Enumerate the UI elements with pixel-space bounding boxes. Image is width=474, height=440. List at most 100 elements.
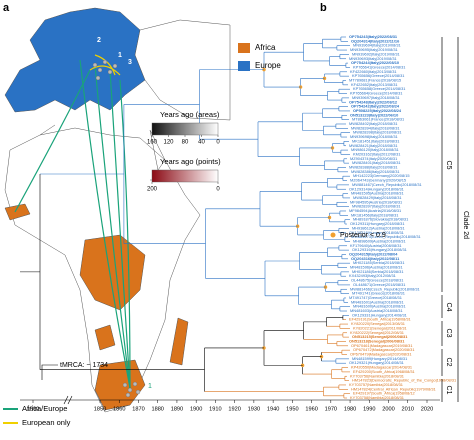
tip-label: ON513218|Senegal|2006/08/31 [349, 338, 405, 343]
x-tick-label: 1590 [27, 406, 39, 412]
x-tick-label: 1860 [113, 406, 125, 412]
tip-label: MW881467|Czech_Republic|2018/08/31 [352, 182, 422, 187]
tip-label: OP508225|Italy|2022/08/24 [353, 108, 402, 113]
east-europe [134, 19, 231, 121]
tip-label: MW828388|Italy|2018/08/31 [349, 165, 398, 170]
colorbar [151, 122, 219, 136]
colorbar-tick-label: 0 [216, 140, 220, 146]
tip-label: MF984594|Austria|2016/08/31 [349, 208, 401, 213]
colorbar-tick-label: 40 [198, 140, 205, 146]
legend-swatch [238, 43, 250, 53]
x-tick-label: 1980 [344, 406, 356, 412]
tip-label: KP765664|Greece|2014/08/31 [350, 91, 402, 96]
tip-label: MN939693|Italy|2019/08/31 [349, 56, 397, 61]
legend-label: European only [22, 418, 71, 427]
tip-label: MW828397|Italy|2018/08/31 [352, 204, 401, 209]
tip-label: MH021185|Serbia|2018/08/31 [353, 260, 404, 265]
tip-label: KF179640|Austria|2008/08/31 [350, 243, 402, 248]
tip-label: MN986120|Italy|2018/08/31 [351, 147, 399, 152]
axis-break [63, 395, 73, 405]
x-tick-label: 1880 [151, 406, 163, 412]
x-tick-label: 1850 [94, 406, 106, 412]
tip-label: OK129314|Hungary|2018/08/31 [349, 186, 404, 191]
colorbar-tick-label: 120 [163, 140, 174, 146]
legend-label: Africa/Europe [22, 404, 67, 413]
clade-label: C4 [445, 303, 452, 312]
tip-label: ON513215|Senegal|2006/08/31 [352, 334, 408, 339]
routes [14, 54, 131, 389]
tip-label: KF422652|Italy|2013/08/31 [351, 82, 398, 87]
tip-label: MH021186|Serbia|2018/08/31 [352, 269, 403, 274]
tip-label: OL448671|Greece|2018/08/31 [353, 282, 405, 287]
legend-label: Europe [255, 61, 281, 70]
clade-label: Clade 2d [462, 211, 469, 239]
x-tick-label: 1970 [325, 406, 337, 412]
tip-label: MF984595|Austria|2018/08/31 [350, 199, 402, 204]
x-tick-label: 1910 [209, 406, 221, 412]
route-label: 1 [148, 383, 152, 390]
tip-label: KP765656|Greece|2014/08/31 [352, 73, 404, 78]
madagascar [169, 317, 189, 366]
tip-label: KY703757|Namibia|2018/08/31 [349, 382, 403, 387]
tip-label: KM203162|Italy|2012/08/31 [353, 151, 400, 156]
tip-label: MH142223|Germany|2020/08/15 [353, 173, 410, 178]
x-tick-label: 1950 [286, 406, 298, 412]
clade-label: C3 [445, 329, 452, 338]
tip-label: MZ904374|Italy|2020/08/31 [350, 156, 397, 161]
tip-label: KY703756|Namibia|2018/08/31 [350, 373, 404, 378]
tip-label: MN481600|Austria|2018/08/31 [353, 304, 406, 309]
tip-label: MT491741|Greece|2018/08/31 [352, 291, 405, 296]
x-tick-label: 2020 [421, 406, 433, 412]
colorbar-tick-label: 160 [147, 140, 158, 146]
colorbar-tick-label: 0 [216, 187, 220, 193]
tip-label: OP754243|Italy|2022/08/31 [349, 34, 398, 39]
tip-label: MN939695|Italy|2019/08/31 [350, 47, 398, 52]
x-tick-label: 1900 [190, 406, 202, 412]
tip-label: MW828398|Italy|2018/08/31 [353, 130, 402, 135]
x-tick-label: 2010 [402, 406, 414, 412]
colorbar [151, 169, 219, 183]
namibia [94, 324, 116, 351]
clade-label: C2 [445, 358, 452, 367]
tip-label: MZ064743|Germany|2020/08/15 [350, 178, 406, 183]
tip-label: OQ204316|Italy|2022/08/11 [351, 256, 400, 261]
tip-label: KY820221|Senegal|2011/08/31 [353, 325, 407, 330]
x-tick-label: 1870 [132, 406, 144, 412]
x-tick-label: 1890 [171, 406, 183, 412]
tip-label: MN939692|Italy|2019/08/31 [352, 51, 400, 56]
phylogeny: OP754243|Italy|2022/08/31OQ204314|Italy|… [20, 34, 456, 400]
tip-label: MK181451|Italy|2018/08/31 [352, 138, 399, 143]
legend-label: Africa [255, 43, 276, 52]
tip-label: OK129318|Hungary|2018/08/31 [349, 230, 404, 235]
tip-label: OP754248|Italy|2022/08/12 [349, 99, 398, 104]
colorbar-tick-label: 200 [147, 187, 158, 193]
tip-label: MT863061|France|2018/08/31 [352, 117, 404, 122]
clade-label: C1 [445, 386, 452, 395]
tip-label: OK129331|Hungary|2014/08/31 [352, 312, 407, 317]
legend-swatch [238, 61, 250, 71]
tip-label: MW881473|Czech_Republic|2018/08/31 [351, 234, 421, 239]
tip-label: MN481595|Austria|2018/08/31 [351, 191, 404, 196]
tip-label: MW828394|Italy|2018/08/31 [351, 125, 400, 130]
tip-label: KY820220|Senegal|2013/08/31 [351, 321, 405, 326]
tip-label: MW828401|Italy|2018/08/31 [352, 160, 401, 165]
legend-dot [330, 232, 336, 238]
tip-label: OP754242|Italy|2022/08/24 [351, 104, 400, 109]
tmrca-label: tMRCA: ~ 1734 [60, 362, 108, 369]
tip-label: MN481596|Austria|2018/08/31 [350, 265, 403, 270]
panel-label: a [3, 2, 10, 14]
tip-label: HM147824|Central_African_Republic|1979/0… [351, 386, 436, 391]
tip-label: ON513223|Italy|2022/06/10 [350, 112, 398, 117]
tip-label: OQ204315|Italy|2022/08/04 [349, 252, 398, 257]
tip-label: KP765658|Greece|2014/08/31 [353, 86, 405, 91]
colorbar-tick-label: 80 [182, 140, 189, 146]
tip-label: MN481601|Austria|2018/08/31 [351, 299, 404, 304]
tip-label: EF429197|South_Africa|1958/08/12 [353, 391, 415, 396]
tip-label: KF422660|Italy|2013/08/31 [350, 69, 397, 74]
x-tick-label: 1930 [248, 406, 260, 412]
tip-label: EF429200|South_Africa|1968/08/31 [353, 369, 415, 374]
tip-label: MH938612|Austria|2018/08/31 [352, 225, 405, 230]
legend-label: Posterior < 0.9 [340, 232, 386, 239]
tip-label: OQ204314|Italy|2022/11/16 [351, 38, 400, 43]
